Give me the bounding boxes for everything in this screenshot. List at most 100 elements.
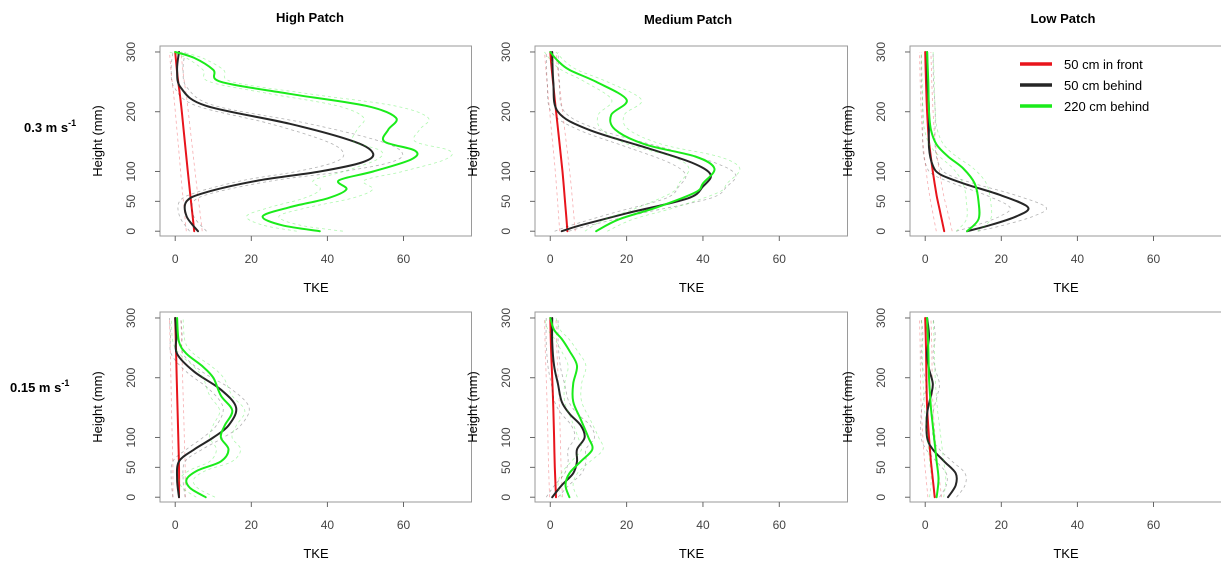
x-axis-label: TKE bbox=[1053, 280, 1079, 295]
series-line-50-cm-behind bbox=[925, 317, 958, 499]
y-tick-label: 200 bbox=[874, 367, 888, 387]
plot-frame bbox=[159, 311, 472, 503]
y-tick-label: 100 bbox=[499, 427, 513, 447]
panel-high-fast: 0 50 100 200 300 0 20 40 60 TKE Height (mm) bbox=[90, 42, 472, 295]
x-tick-label: 40 bbox=[321, 252, 335, 266]
column-titles: High Patch Medium Patch Low Patch bbox=[276, 10, 1096, 27]
x-tick-label: 60 bbox=[1147, 518, 1161, 532]
y-tick-label: 300 bbox=[874, 42, 888, 62]
legend-label-front: 50 cm in front bbox=[1064, 57, 1143, 72]
band-low-50-cm-behind bbox=[920, 317, 948, 498]
series-line-50-cm-behind bbox=[174, 317, 238, 499]
panel-low-fast: 0 50 100 200 300 0 20 40 60 TKE Height (mm) bbox=[840, 42, 1221, 295]
band-high-220-cm-behind bbox=[932, 317, 947, 498]
band-low-50-cm-behind bbox=[545, 51, 687, 232]
x-axis-label: TKE bbox=[679, 280, 705, 295]
x-tick-label: 60 bbox=[773, 518, 787, 532]
series-line-50-cm-behind bbox=[551, 317, 586, 499]
column-title-high: High Patch bbox=[276, 10, 344, 25]
y-tick-label: 0 bbox=[499, 228, 513, 235]
y-axis-label: Height (mm) bbox=[465, 105, 480, 177]
x-tick-label: 60 bbox=[397, 518, 411, 532]
x-tick-label: 20 bbox=[620, 252, 634, 266]
series-line-50-cm-behind bbox=[926, 51, 1030, 233]
y-tick-label: 200 bbox=[499, 101, 513, 121]
y-tick-label: 0 bbox=[874, 494, 888, 501]
band-low-50-cm-in-front bbox=[544, 317, 550, 498]
y-tick-label: 300 bbox=[124, 42, 138, 62]
series-line-220-cm-behind bbox=[549, 317, 594, 499]
y-axis-label: Height (mm) bbox=[90, 105, 105, 177]
y-axis-label: Height (mm) bbox=[90, 371, 105, 443]
band-high-50-cm-behind bbox=[180, 317, 250, 498]
row-title-slow-text: 0.15 m s bbox=[10, 380, 61, 395]
series-line-220-cm-behind bbox=[926, 51, 981, 233]
panel-low-slow: 0 50 100 200 300 0 20 40 60 TKE Height (mm) bbox=[840, 308, 1221, 561]
x-tick-label: 40 bbox=[1071, 518, 1085, 532]
band-high-50-cm-in-front bbox=[180, 51, 203, 232]
band-high-50-cm-behind bbox=[932, 51, 1047, 232]
y-tick-label: 200 bbox=[499, 367, 513, 387]
x-axis-label: TKE bbox=[1053, 546, 1079, 561]
y-tick-label: 200 bbox=[124, 101, 138, 121]
x-axis-label: TKE bbox=[303, 546, 329, 561]
y-tick-label: 50 bbox=[499, 194, 513, 208]
plot-frame bbox=[534, 311, 848, 503]
series-line-220-cm-behind bbox=[174, 51, 419, 233]
y-tick-label: 50 bbox=[124, 460, 138, 474]
x-tick-label: 20 bbox=[620, 518, 634, 532]
x-tick-label: 60 bbox=[1147, 252, 1161, 266]
plot-frame bbox=[534, 45, 848, 237]
panel-medium-slow: 0 50 100 200 300 0 20 40 60 TKE Height (mm) bbox=[465, 308, 848, 561]
panel-medium-fast: 0 50 100 200 300 0 20 40 60 TKE Height (mm) bbox=[465, 42, 848, 295]
x-tick-label: 0 bbox=[172, 518, 179, 532]
x-tick-label: 40 bbox=[1071, 252, 1085, 266]
series-line-50-cm-in-front bbox=[924, 317, 936, 499]
band-high-220-cm-behind bbox=[555, 317, 604, 498]
band-low-220-cm-behind bbox=[920, 317, 932, 498]
x-tick-label: 20 bbox=[995, 252, 1009, 266]
band-high-220-cm-behind bbox=[555, 51, 741, 232]
y-tick-label: 0 bbox=[874, 228, 888, 235]
column-title-medium: Medium Patch bbox=[644, 12, 732, 27]
band-high-50-cm-in-front bbox=[930, 51, 953, 232]
series-line-220-cm-behind bbox=[926, 317, 940, 499]
y-axis-label: Height (mm) bbox=[840, 105, 855, 177]
band-low-220-cm-behind bbox=[169, 51, 384, 232]
series-line-50-cm-behind bbox=[176, 51, 375, 233]
x-tick-label: 20 bbox=[245, 518, 259, 532]
x-tick-label: 40 bbox=[696, 252, 710, 266]
row-title-slow-sup: -1 bbox=[61, 378, 69, 388]
y-tick-label: 100 bbox=[499, 161, 513, 181]
row-titles: 0.3 m s-1 0.15 m s-1 bbox=[10, 118, 76, 395]
y-tick-label: 0 bbox=[124, 228, 138, 235]
y-tick-label: 300 bbox=[499, 42, 513, 62]
series-line-50-cm-in-front bbox=[549, 317, 557, 499]
band-low-220-cm-behind bbox=[544, 51, 690, 232]
panel-high-slow: 0 50 100 200 300 0 20 40 60 TKE Height (mm) bbox=[90, 308, 472, 561]
legend-label-far-behind: 220 cm behind bbox=[1064, 99, 1149, 114]
y-tick-label: 200 bbox=[874, 101, 888, 121]
plot-frame bbox=[909, 45, 1221, 237]
band-low-220-cm-behind bbox=[170, 317, 221, 498]
y-tick-label: 200 bbox=[124, 367, 138, 387]
plot-frame bbox=[159, 45, 472, 237]
row-title-slow: 0.15 m s-1 bbox=[10, 378, 69, 395]
series-line-50-cm-behind bbox=[551, 51, 712, 233]
y-tick-label: 300 bbox=[499, 308, 513, 328]
band-low-50-cm-behind bbox=[920, 51, 1011, 232]
band-low-50-cm-behind bbox=[169, 317, 224, 498]
x-tick-label: 0 bbox=[922, 518, 929, 532]
y-tick-label: 300 bbox=[874, 308, 888, 328]
x-tick-label: 0 bbox=[172, 252, 179, 266]
plot-frame bbox=[909, 311, 1221, 503]
band-high-220-cm-behind bbox=[182, 317, 246, 498]
band-low-220-cm-behind bbox=[920, 51, 968, 232]
x-tick-label: 0 bbox=[547, 518, 554, 532]
y-tick-label: 50 bbox=[499, 460, 513, 474]
x-tick-label: 0 bbox=[547, 252, 554, 266]
legend: 50 cm in front 50 cm behind 220 cm behin… bbox=[1020, 57, 1149, 114]
y-axis-label: Height (mm) bbox=[465, 371, 480, 443]
x-tick-label: 40 bbox=[696, 518, 710, 532]
